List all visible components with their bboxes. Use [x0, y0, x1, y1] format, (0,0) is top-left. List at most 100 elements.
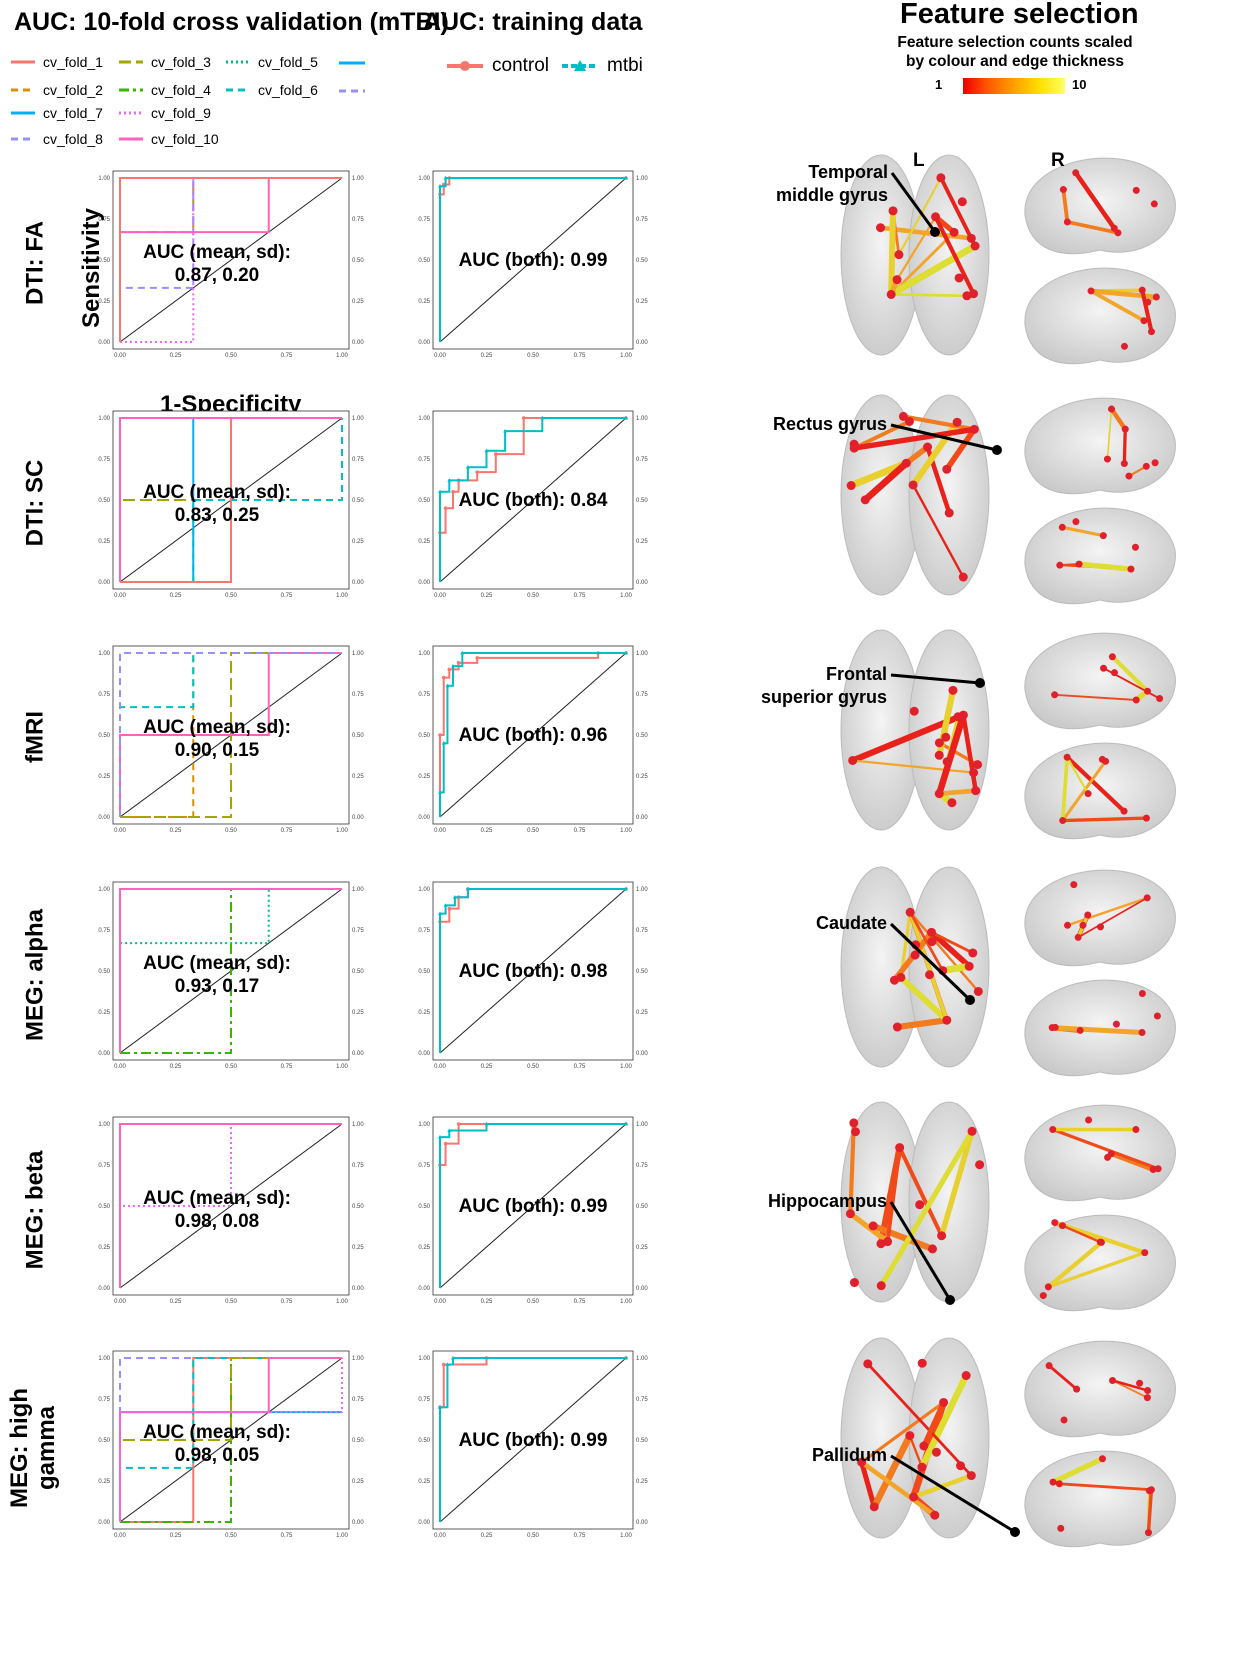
brain-node: [925, 970, 935, 980]
brain-node: [958, 572, 968, 582]
brain-node: [958, 710, 968, 720]
roc-point-mtbi: [441, 741, 446, 745]
brain-edge: [861, 459, 910, 504]
x-tick-label: 1.00: [620, 1533, 632, 1539]
brain-node: [1110, 669, 1118, 677]
brain-node: [1079, 921, 1087, 929]
y-tick-label-right: 0.75: [352, 692, 364, 698]
auc-both-label: AUC (both): 0.84: [459, 489, 608, 512]
legend-overflow-swatch: [339, 61, 365, 65]
x-tick-label: 0.50: [527, 1064, 539, 1070]
brain-node: [961, 1371, 971, 1381]
chance-diagonal: [119, 177, 343, 343]
region-node-highlight: [975, 678, 985, 688]
brain-node: [970, 241, 980, 251]
brain-edge: [1050, 1456, 1106, 1485]
brain-node: [1138, 1028, 1146, 1036]
brain-edge: [938, 1128, 975, 1239]
brain-edge: [866, 1362, 973, 1477]
right-hemisphere-label: R: [1051, 150, 1065, 171]
roc-point-mtbi: [484, 448, 489, 453]
brain-node: [936, 173, 946, 183]
brain-node: [1102, 757, 1110, 765]
roc-point-mtbi: [465, 465, 470, 469]
y-tick-label: 0.50: [418, 733, 430, 739]
brain-edge: [1060, 755, 1069, 823]
train-roc-panel: 0.00 0.00 0.00 0.25 0.25 0.25 0.50 0.50 0.50 0.75…: [418, 170, 648, 359]
brain-node: [910, 950, 920, 960]
brain-node: [898, 411, 908, 421]
x-tick-label: 0.75: [574, 828, 586, 834]
auc-both-label: AUC (both): 0.98: [459, 960, 608, 983]
brain-edge: [1111, 1379, 1149, 1392]
brain-edge: [1106, 408, 1113, 460]
brain-node: [1084, 790, 1092, 798]
brain-node: [1150, 200, 1158, 208]
brain-edge: [1089, 289, 1146, 323]
brain-edge: [943, 426, 978, 473]
roc-point-control: [451, 490, 455, 494]
roc-line-cv-fold-10: [119, 888, 342, 1053]
brain-node: [1051, 1023, 1059, 1031]
roc-point-mtbi: [447, 1128, 452, 1132]
brain-node: [905, 907, 915, 917]
brain-region-label-line: Frontal: [826, 664, 887, 684]
brain-sagittal-view: [1024, 1214, 1176, 1312]
brain-edge: [921, 1399, 947, 1449]
brain-edge: [1110, 654, 1150, 694]
x-tick-label: 0.75: [574, 1064, 586, 1070]
x-tick-label: 0.25: [481, 353, 493, 359]
feature-selection-subtitle: Feature selection counts scaled by colou…: [860, 33, 1170, 71]
auc-text-line: AUC (both): 0.96: [458, 725, 608, 746]
brain-node: [969, 424, 979, 434]
y-tick-label-right: 0.25: [636, 1010, 648, 1016]
brain-node: [1051, 1219, 1059, 1227]
x-tick-label: 0.75: [281, 1533, 293, 1539]
x-tick-label: 0.75: [281, 1064, 293, 1070]
region-node-highlight: [992, 445, 1002, 455]
y-tick-label-right: 0.50: [636, 258, 648, 264]
y-tick-label: 0.50: [418, 258, 430, 264]
brain-node: [1049, 1126, 1057, 1134]
brain-axial-view: [840, 394, 990, 596]
brain-region-label: Hippocampus: [768, 1190, 887, 1213]
roc-point-control: [443, 1141, 448, 1146]
chance-diagonal: [439, 1357, 627, 1523]
legend-label: cv_fold_3: [151, 54, 211, 70]
y-tick-label: 1.00: [418, 416, 430, 422]
brain-edge: [1061, 816, 1149, 823]
brain-edge: [1065, 755, 1127, 814]
auc-text-line: AUC (both): 0.84: [458, 490, 608, 511]
brain-node: [931, 1447, 941, 1457]
brain-edge: [1073, 170, 1117, 231]
x-tick-label: 1.00: [336, 1299, 348, 1305]
brain-node: [1110, 224, 1118, 232]
y-tick-label: 0.00: [418, 340, 430, 346]
brain-node: [1072, 169, 1080, 177]
brain-node: [1143, 894, 1151, 902]
brain-node: [1136, 1379, 1144, 1387]
brain-region-label-line: Hippocampus: [767, 1191, 887, 1211]
brain-edge: [851, 426, 978, 451]
y-tick-label: 0.00: [418, 1520, 430, 1526]
y-tick-label: 0.00: [98, 1286, 110, 1292]
y-tick-label-right: 0.50: [352, 969, 364, 975]
brain-edge: [908, 910, 945, 972]
legend-label: control: [492, 55, 550, 76]
auc-text-line: AUC (both): 0.98: [458, 961, 608, 982]
y-tick-label-right: 0.00: [636, 1051, 648, 1057]
brain-edge: [851, 759, 975, 774]
auc-text-line: 0.98, 0.05: [174, 1445, 260, 1466]
y-tick-label-right: 0.25: [352, 774, 364, 780]
brain-node: [1138, 990, 1146, 998]
brain-axial-view: [840, 1337, 990, 1539]
roc-point-control: [456, 1122, 461, 1126]
legend-label: cv_fold_5: [258, 54, 318, 70]
chance-diagonal: [119, 1123, 343, 1289]
y-tick-label-right: 1.00: [636, 887, 648, 893]
brain-node: [1044, 1283, 1052, 1291]
brain-node: [952, 417, 962, 427]
brain-edge: [860, 1400, 946, 1464]
x-tick-label: 0.00: [434, 1064, 446, 1070]
roc-point-mtbi: [460, 650, 465, 655]
